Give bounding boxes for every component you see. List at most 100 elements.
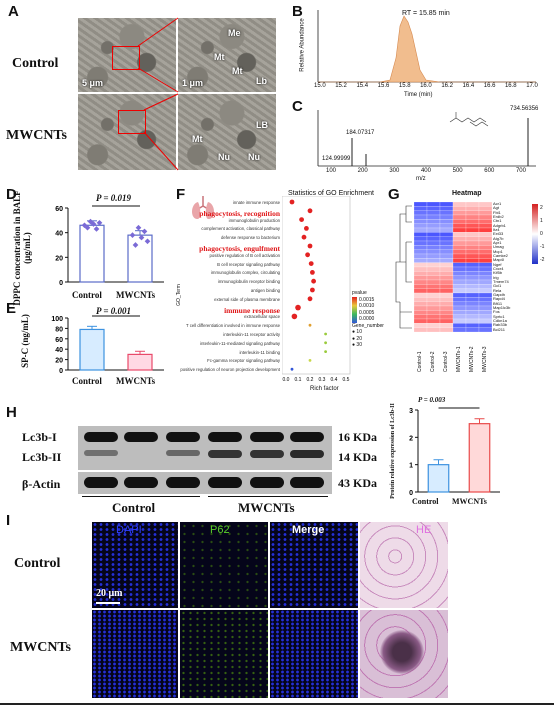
band-label-lc3b2: Lc3b-II bbox=[22, 450, 62, 464]
heatmap-cell bbox=[426, 232, 441, 237]
panel-b-letter: B bbox=[292, 3, 303, 20]
chromatogram-xlabel: Time (min) bbox=[404, 92, 433, 98]
heatmap-cell bbox=[452, 206, 467, 211]
scale-1um: 1 μm bbox=[182, 78, 204, 88]
heatmap-cell bbox=[426, 297, 441, 302]
x-tick-label: 0.0 bbox=[283, 377, 290, 382]
heatmap-cell bbox=[452, 323, 467, 328]
heatmap-cell bbox=[452, 266, 467, 272]
data-point bbox=[141, 228, 148, 235]
sample-label: Control-1 bbox=[416, 351, 423, 372]
sample-label: Control-3 bbox=[442, 351, 449, 372]
heatmap-scale-labels: 2 1 0 -1 -2 bbox=[540, 202, 544, 267]
panel-d-ylabel: DPPC concentration in BALF (μg/mL) bbox=[12, 190, 32, 306]
heatmap-cell bbox=[439, 305, 454, 311]
y-tick-label: 100 bbox=[51, 316, 63, 323]
go-term: innate immune response bbox=[232, 200, 280, 205]
heatmap-cell bbox=[439, 271, 454, 276]
heatmap-cell bbox=[452, 202, 467, 207]
heatmap-cell bbox=[439, 253, 454, 259]
heatmap-cell bbox=[426, 284, 441, 289]
heatmap-cell bbox=[452, 318, 467, 324]
heatmap-cell bbox=[478, 206, 492, 211]
xtick: 15.2 bbox=[335, 83, 347, 89]
heatmap-cell bbox=[452, 284, 467, 289]
col-label-p62: P62 bbox=[210, 524, 230, 536]
heatmap-cell bbox=[465, 292, 480, 298]
heatmap-title: Heatmap bbox=[452, 190, 482, 197]
plot-frame bbox=[282, 196, 351, 375]
heatmap-cell bbox=[465, 245, 480, 250]
panel-a-row2-label: MWCNTs bbox=[6, 128, 67, 143]
heatmap-cell bbox=[452, 327, 467, 332]
heatmap-cell bbox=[426, 236, 441, 242]
go-point bbox=[304, 226, 309, 231]
heatmap-cell bbox=[414, 314, 428, 320]
go-term: interleukin-11 binding bbox=[239, 349, 280, 355]
heatmap-cell bbox=[426, 206, 441, 211]
heatmap-cell bbox=[426, 310, 441, 315]
panel-h-cat-mwcnts: MWCNTs bbox=[452, 497, 487, 506]
sample-label: Control-2 bbox=[429, 351, 436, 372]
heatmap-cell bbox=[414, 245, 428, 250]
blot-lc3b bbox=[78, 426, 332, 470]
gene-label: Umag bbox=[493, 244, 504, 250]
heatmap-cell bbox=[478, 284, 492, 289]
heatmap-cell bbox=[426, 288, 441, 294]
heatmap-cell bbox=[439, 232, 454, 237]
heatmap-cell bbox=[478, 279, 492, 285]
x-tick-label: 0.4 bbox=[331, 377, 338, 382]
group-label-mwcnts: MWCNTs bbox=[238, 500, 295, 515]
heatmap-cell bbox=[478, 219, 492, 224]
heatmap-cell bbox=[452, 301, 467, 307]
he-mwcnts bbox=[360, 610, 448, 698]
heatmap-cell bbox=[452, 210, 467, 216]
go-term: extracellular space bbox=[244, 314, 280, 320]
sample-label: MWCNTs-3 bbox=[481, 346, 488, 372]
go-point bbox=[308, 261, 314, 266]
heatmap-cell bbox=[465, 249, 480, 255]
gene-label: Rapd4 bbox=[493, 296, 505, 302]
y-tick-label: 0 bbox=[59, 368, 63, 375]
legend-colorbar bbox=[352, 296, 357, 323]
gene-label: Map1lc3b bbox=[493, 305, 511, 310]
gene-label: Bcl211 bbox=[493, 326, 505, 332]
heatmap-cell bbox=[414, 206, 428, 211]
heatmap-cell bbox=[426, 245, 441, 250]
heatmap-cell bbox=[478, 210, 492, 216]
scale-label: 0 bbox=[540, 231, 543, 237]
heatmap-cell bbox=[439, 314, 454, 320]
go-term: antigen binding bbox=[250, 288, 280, 293]
heatmap-cell bbox=[465, 318, 480, 324]
heatmap-cell bbox=[426, 279, 441, 285]
heatmap-cell bbox=[426, 327, 441, 332]
heatmap-cell bbox=[465, 210, 480, 216]
go-legend: pvalue 0.0015 0.0010 0.0005 0.0000 Gene_… bbox=[352, 290, 384, 349]
go-title: Statistics of GO Enrichment bbox=[288, 190, 374, 197]
heatmap-cell bbox=[478, 262, 492, 268]
xtick: 15.0 bbox=[314, 83, 326, 89]
data-point bbox=[93, 226, 100, 232]
heatmap-cell bbox=[426, 314, 441, 320]
bar-mwcnts bbox=[127, 353, 153, 371]
heatmap-grid bbox=[414, 202, 492, 332]
heatmap-cell bbox=[414, 327, 428, 332]
go-term: positive regulation of neuron projection… bbox=[180, 367, 280, 373]
go-point bbox=[307, 296, 313, 302]
heatmap-cell bbox=[452, 297, 467, 302]
heatmap-cell bbox=[452, 253, 467, 259]
heatmap-cell bbox=[465, 279, 480, 285]
dapi-control: DAPI 20 μm bbox=[92, 522, 178, 608]
sample-label: MWCNTs-2 bbox=[468, 346, 475, 372]
heatmap-cell bbox=[414, 249, 428, 255]
y-tick-label: 2 bbox=[409, 435, 413, 442]
heatmap-cell bbox=[465, 297, 480, 302]
heatmap-cell bbox=[452, 258, 467, 263]
go-term: external side of plasma membrane bbox=[214, 296, 280, 302]
panel-h-cat-control: Control bbox=[412, 497, 439, 506]
heatmap-cell bbox=[426, 219, 441, 224]
heatmap-cell bbox=[452, 305, 467, 311]
heatmap-cell bbox=[426, 240, 441, 246]
heatmap-cell bbox=[426, 305, 441, 311]
panel-a-row1-label: Control bbox=[12, 56, 59, 71]
